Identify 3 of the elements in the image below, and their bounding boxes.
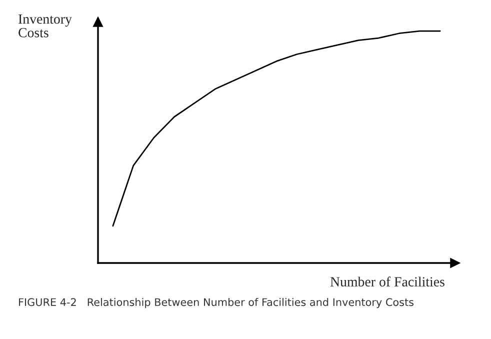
x-axis-title: Number of Facilities: [330, 276, 444, 286]
y-axis-title: Inventory Costs: [18, 14, 72, 38]
caption: FIGURE 4-2 Relationship Between Number of Facilities and Inventory Costs: [19, 298, 414, 308]
